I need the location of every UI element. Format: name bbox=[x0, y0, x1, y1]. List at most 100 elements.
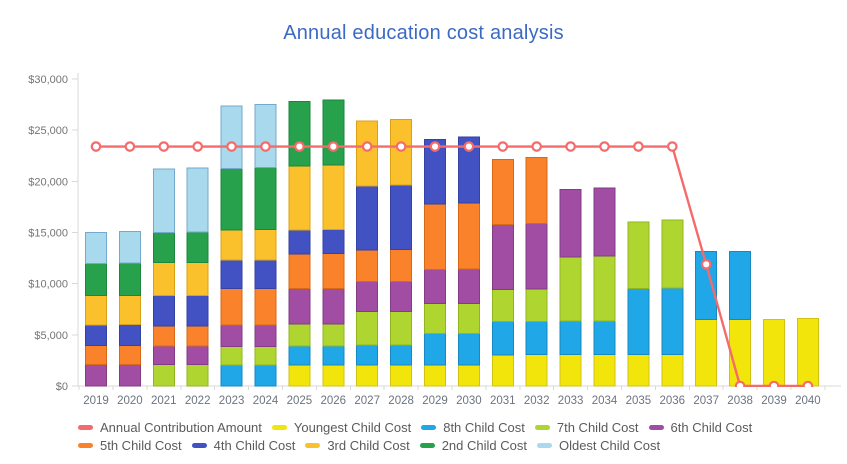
x-axis-label: 2036 bbox=[660, 395, 686, 407]
bar-segment-8th-child-cost bbox=[627, 287, 650, 356]
bar-segment-6th-child-cost bbox=[118, 364, 141, 387]
contribution-line-marker bbox=[192, 141, 203, 152]
legend-row-2: 5th Child Cost 4th Child Cost 3rd Child Co… bbox=[78, 438, 843, 453]
legend-item-4th-child-cost[interactable]: 4th Child Cost bbox=[191, 438, 295, 453]
legend-row-1: Annual Contribution Amount Youngest Child… bbox=[78, 420, 843, 435]
bar-segment-4th-child-cost bbox=[288, 229, 311, 255]
bar-segment-6th-child-cost bbox=[85, 364, 107, 387]
bar-segment-6th-child-cost bbox=[593, 187, 616, 257]
bar-segment-oldest-child-cost bbox=[186, 167, 209, 233]
legend-label: Annual Contribution Amount bbox=[100, 420, 262, 435]
bar-segment-3rd-child-cost bbox=[322, 164, 345, 230]
bar-segment-2nd-child-cost bbox=[220, 167, 243, 231]
legend-swatch-icon bbox=[191, 443, 207, 448]
bar-segment-youngest-child-cost bbox=[424, 364, 446, 387]
bar-segment-3rd-child-cost bbox=[186, 262, 209, 297]
bar-segment-5th-child-cost bbox=[288, 253, 311, 289]
bar-segment-3rd-child-cost bbox=[85, 295, 107, 326]
bar-segment-4th-child-cost bbox=[356, 185, 379, 251]
contribution-line-marker bbox=[361, 141, 373, 152]
bar-segment-6th-child-cost bbox=[220, 324, 243, 348]
contribution-line-marker bbox=[327, 141, 339, 152]
legend-label: 7th Child Cost bbox=[556, 420, 639, 435]
bar-segment-4th-child-cost bbox=[457, 136, 480, 204]
bar-segment-8th-child-cost bbox=[593, 320, 616, 356]
x-axis-label: 2023 bbox=[219, 395, 245, 407]
bar-segment-7th-child-cost bbox=[322, 323, 345, 347]
bar-segment-5th-child-cost bbox=[457, 202, 480, 270]
bar-segment-5th-child-cost bbox=[424, 203, 446, 270]
bar-segment-youngest-child-cost bbox=[525, 354, 548, 387]
contribution-line-marker bbox=[497, 141, 509, 152]
bar-segment-6th-child-cost bbox=[424, 268, 446, 304]
bar-segment-5th-child-cost bbox=[356, 249, 379, 283]
y-axis-label: $15,000 bbox=[28, 228, 68, 240]
legend-swatch-icon bbox=[648, 425, 664, 430]
x-axis-label: 2021 bbox=[151, 395, 177, 407]
x-axis-label: 2030 bbox=[456, 395, 482, 407]
bar-segment-8th-child-cost bbox=[390, 344, 413, 366]
bar-segment-6th-child-cost bbox=[559, 188, 582, 258]
legend-label: 6th Child Cost bbox=[670, 420, 753, 435]
bar-segment-7th-child-cost bbox=[457, 302, 480, 334]
bar-segment-4th-child-cost bbox=[186, 295, 209, 327]
legend-swatch-icon bbox=[421, 425, 437, 430]
legend-item-youngest-child-cost[interactable]: Youngest Child Cost bbox=[271, 420, 411, 435]
contribution-line-marker bbox=[565, 141, 576, 152]
legend-item-5th-child-cost[interactable]: 5th Child Cost bbox=[78, 438, 182, 453]
y-axis-label: $0 bbox=[56, 381, 68, 393]
contribution-line-marker bbox=[429, 141, 441, 152]
bar-segment-5th-child-cost bbox=[322, 253, 345, 289]
legend-item-3rd-child-cost[interactable]: 3rd Child Cost bbox=[305, 438, 410, 453]
bar-segment-youngest-child-cost bbox=[695, 318, 718, 387]
legend-item-8th-child-cost[interactable]: 8th Child Cost bbox=[421, 420, 525, 435]
bar-segment-8th-child-cost bbox=[661, 287, 684, 356]
bar-segment-youngest-child-cost bbox=[729, 318, 752, 387]
legend-label: 5th Child Cost bbox=[100, 438, 182, 453]
chart-legend: Annual Contribution Amount Youngest Child… bbox=[78, 420, 843, 456]
bar-segment-7th-child-cost bbox=[593, 255, 616, 322]
contribution-line-marker bbox=[90, 141, 102, 152]
legend-swatch-icon bbox=[536, 443, 552, 448]
x-axis-label: 2040 bbox=[795, 395, 821, 407]
contribution-line-marker bbox=[124, 141, 136, 152]
bar-segment-5th-child-cost bbox=[254, 287, 277, 326]
legend-item-7th-child-cost[interactable]: 7th Child Cost bbox=[534, 420, 639, 435]
bar-segment-7th-child-cost bbox=[186, 364, 209, 387]
legend-item-2nd-child-cost[interactable]: 2nd Child Cost bbox=[419, 438, 527, 453]
legend-swatch-icon bbox=[78, 425, 93, 430]
legend-swatch-icon bbox=[534, 425, 550, 430]
x-axis-label: 2027 bbox=[354, 395, 380, 407]
bar-segment-6th-child-cost bbox=[457, 268, 480, 304]
legend-item-6th-child-cost[interactable]: 6th Child Cost bbox=[648, 420, 753, 435]
bar-segment-7th-child-cost bbox=[390, 311, 413, 346]
chart-title: Annual education cost analysis bbox=[283, 22, 564, 44]
bar-segment-6th-child-cost bbox=[152, 345, 175, 366]
x-axis-label: 2033 bbox=[558, 395, 584, 407]
contribution-line bbox=[96, 145, 808, 387]
bar-segment-4th-child-cost bbox=[424, 138, 446, 205]
bar-segment-4th-child-cost bbox=[85, 324, 107, 347]
bar-segment-4th-child-cost bbox=[118, 324, 141, 347]
bar-segment-4th-child-cost bbox=[220, 259, 243, 289]
bar-segment-2nd-child-cost bbox=[322, 99, 345, 166]
bar-segment-youngest-child-cost bbox=[627, 354, 650, 387]
bar-segment-8th-child-cost bbox=[424, 332, 446, 366]
legend-swatch-icon bbox=[78, 443, 93, 448]
legend-item-annual-contribution-amount[interactable]: Annual Contribution Amount bbox=[78, 420, 262, 435]
bar-segment-7th-child-cost bbox=[220, 346, 243, 366]
bar-segment-3rd-child-cost bbox=[356, 120, 379, 187]
bar-segment-youngest-child-cost bbox=[288, 364, 311, 387]
bar-segment-4th-child-cost bbox=[390, 184, 413, 251]
x-axis-label: 2034 bbox=[592, 395, 618, 407]
bar-segment-2nd-child-cost bbox=[254, 166, 277, 231]
legend-swatch-icon bbox=[271, 425, 287, 430]
bar-segment-5th-child-cost bbox=[118, 345, 141, 366]
legend-item-oldest-child-cost[interactable]: Oldest Child Cost bbox=[536, 438, 660, 453]
bar-segment-2nd-child-cost bbox=[85, 262, 107, 297]
x-axis-label: 2024 bbox=[253, 395, 279, 407]
contribution-line-marker bbox=[734, 380, 746, 387]
bar-segment-3rd-child-cost bbox=[390, 118, 413, 186]
x-axis-label: 2032 bbox=[524, 395, 550, 407]
